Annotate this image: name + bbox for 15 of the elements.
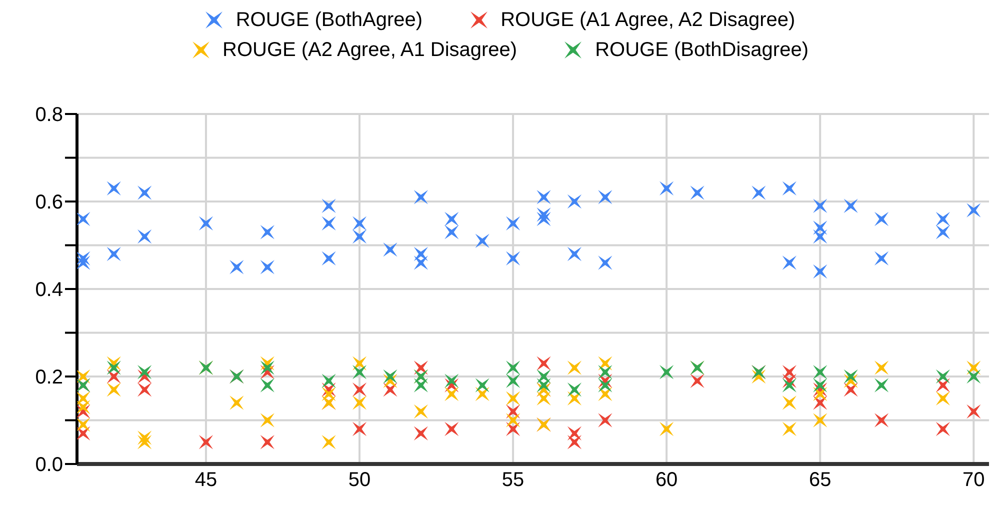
x-tick-label: 60 bbox=[655, 469, 678, 492]
x-tick-label: 70 bbox=[962, 469, 985, 492]
x-tick-label: 65 bbox=[808, 469, 832, 492]
y-tick-label: 0.4 bbox=[35, 279, 63, 302]
legend-label: ROUGE (A1 Agree, A2 Disagree) bbox=[500, 8, 796, 32]
legend-label: ROUGE (A2 Agree, A1 Disagree) bbox=[222, 38, 518, 62]
x-tick-label: 50 bbox=[348, 469, 371, 492]
x-tick-label: 45 bbox=[194, 469, 218, 492]
x-tick-label: 55 bbox=[502, 469, 524, 492]
y-tick-label: 0.6 bbox=[35, 192, 63, 214]
y-tick-label: 0.2 bbox=[35, 366, 63, 389]
legend-label: ROUGE (BothAgree) bbox=[236, 8, 423, 32]
y-tick-label: 0.8 bbox=[35, 104, 63, 126]
legend-label: ROUGE (BothDisagree) bbox=[595, 38, 808, 62]
y-tick-label: 0.0 bbox=[35, 454, 63, 476]
